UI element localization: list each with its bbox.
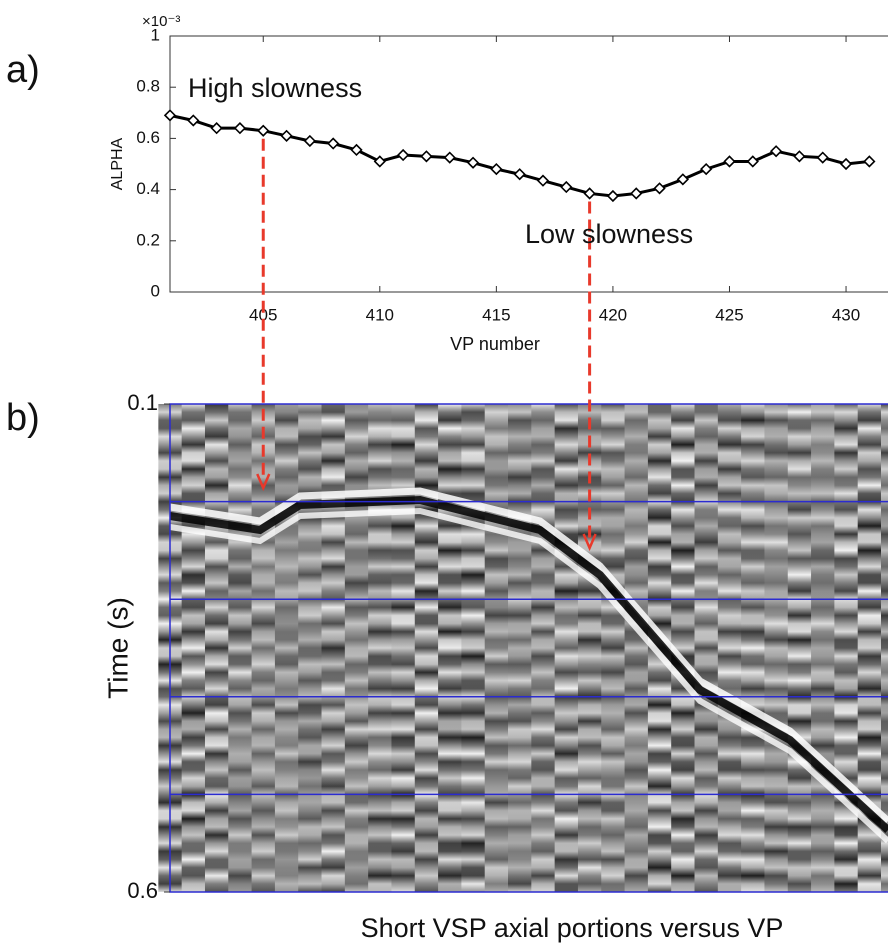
data-marker xyxy=(816,151,829,164)
data-marker xyxy=(513,168,526,181)
data-marker xyxy=(583,187,596,200)
seismic-trace xyxy=(881,404,888,892)
data-marker xyxy=(839,157,853,171)
x-tick-label: 430 xyxy=(832,305,860,324)
seismic-trace xyxy=(671,404,696,892)
data-marker xyxy=(653,182,666,195)
seismic-frame xyxy=(169,403,888,893)
chart-title: Short VSP axial portions versus VP xyxy=(361,913,784,943)
seismic-trace xyxy=(787,404,812,892)
data-marker xyxy=(373,155,386,168)
seismic-trace xyxy=(717,404,742,892)
axes-frame xyxy=(169,35,888,293)
y-tick-label: 0.8 xyxy=(136,77,160,96)
x-tick-label: 415 xyxy=(482,305,510,324)
seismic-trace xyxy=(508,404,532,892)
axis-multiplier: ×10⁻³ xyxy=(142,13,180,30)
seismic-event xyxy=(169,507,888,844)
seismic-trace xyxy=(764,404,789,892)
data-marker xyxy=(420,150,433,163)
x-tick-label: 410 xyxy=(366,305,394,324)
panel-label: b) xyxy=(6,397,40,439)
x-tick-label: 420 xyxy=(599,305,627,324)
seismic-trace xyxy=(251,404,276,892)
x-tick-label: 405 xyxy=(249,305,277,324)
data-marker xyxy=(303,134,317,148)
data-marker xyxy=(233,122,247,135)
data-marker xyxy=(187,114,200,127)
seismic-trace xyxy=(857,404,882,892)
data-marker xyxy=(630,187,643,200)
seismic-trace xyxy=(181,404,206,892)
data-marker xyxy=(863,155,876,168)
data-marker xyxy=(163,109,177,122)
seismic-trace xyxy=(834,404,859,892)
seismic-event xyxy=(169,487,888,824)
y-tick-label: 0 xyxy=(151,281,160,300)
seismic-trace xyxy=(321,404,346,892)
arrow-head xyxy=(582,533,597,552)
data-marker xyxy=(676,173,689,186)
seismic-trace xyxy=(228,404,253,892)
seismic-trace xyxy=(577,404,602,892)
seismic-trace xyxy=(391,404,416,892)
data-line xyxy=(169,113,870,198)
data-marker xyxy=(210,122,223,135)
y-axis-label: Time (s) xyxy=(102,597,133,699)
y-axis-label: ALPHA xyxy=(109,137,126,190)
seismic-panel xyxy=(158,403,888,893)
seismic-trace xyxy=(461,404,486,892)
annotation: Low slowness xyxy=(525,219,693,249)
data-marker xyxy=(536,174,550,187)
seismic-trace xyxy=(344,404,369,892)
seismic-trace xyxy=(204,404,229,892)
panel-label: a) xyxy=(6,49,40,91)
y-tick-label: 0.4 xyxy=(136,179,160,198)
data-marker xyxy=(396,148,410,162)
x-tick-label: 425 xyxy=(715,305,743,324)
data-marker xyxy=(769,145,783,158)
data-marker xyxy=(280,129,293,142)
y-tick-label: 0.1 xyxy=(127,390,158,415)
data-marker xyxy=(606,189,620,203)
seismic-trace xyxy=(601,404,626,892)
seismic-trace xyxy=(554,404,579,892)
data-marker xyxy=(560,180,573,194)
data-marker xyxy=(327,137,340,150)
seismic-trace xyxy=(414,404,439,892)
data-marker xyxy=(350,143,363,157)
y-tick-label: 0.6 xyxy=(136,128,160,147)
annotation: High slowness xyxy=(188,73,362,103)
data-marker xyxy=(793,150,806,163)
seismic-trace xyxy=(298,404,323,892)
seismic-trace xyxy=(274,404,299,892)
data-marker xyxy=(700,162,713,176)
seismic-trace xyxy=(741,404,765,892)
data-marker xyxy=(746,155,759,168)
seismic-trace xyxy=(811,404,835,892)
seismic-trace xyxy=(624,404,649,892)
seismic-trace xyxy=(531,404,556,892)
seismic-trace xyxy=(694,404,719,892)
y-tick-label: 0.6 xyxy=(127,878,158,903)
seismic-trace xyxy=(438,404,462,892)
seismic-trace xyxy=(484,404,509,892)
data-marker xyxy=(443,151,456,164)
data-marker xyxy=(257,124,270,137)
arrow-head xyxy=(256,473,271,492)
x-axis-label: VP number xyxy=(450,334,540,354)
seismic-event xyxy=(169,495,888,833)
y-tick-label: 1 xyxy=(151,25,160,44)
data-marker xyxy=(490,162,503,176)
y-tick-label: 0.2 xyxy=(136,230,160,249)
data-marker xyxy=(723,155,736,168)
seismic-trace xyxy=(368,404,392,892)
data-marker xyxy=(466,156,480,169)
